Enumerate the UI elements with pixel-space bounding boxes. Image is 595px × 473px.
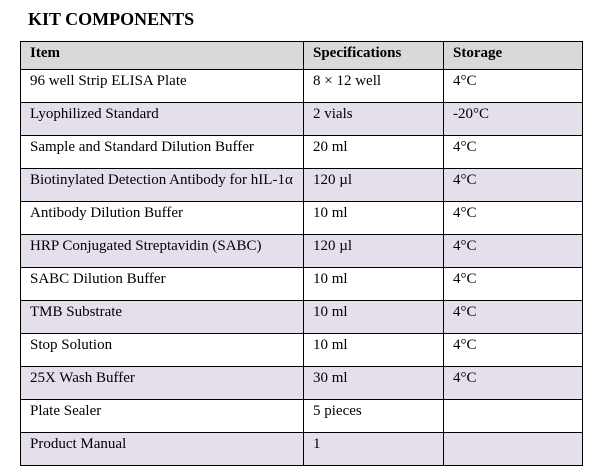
components-table: Item Specifications Storage 96 well Strip … (20, 41, 583, 466)
table-cell: Sample and Standard Dilution Buffer (20, 135, 304, 169)
table-row: 25X Wash Buffer 30 ml 4°C (20, 366, 583, 400)
table-row: Stop Solution 10 ml 4°C (20, 333, 583, 367)
table-cell: 120 µl (303, 168, 444, 202)
table-cell: 4°C (443, 69, 583, 103)
table-cell: 4°C (443, 234, 583, 268)
section-title: KIT COMPONENTS (28, 9, 195, 29)
table-cell: 10 ml (303, 267, 444, 301)
table-row: SABC Dilution Buffer 10 ml 4°C (20, 267, 583, 301)
table-cell: 4°C (443, 300, 583, 334)
table-cell: 2 vials (303, 102, 444, 136)
table-cell: 25X Wash Buffer (20, 366, 304, 400)
table-cell: HRP Conjugated Streptavidin (SABC) (20, 234, 304, 268)
table-cell: SABC Dilution Buffer (20, 267, 304, 301)
table-cell: 10 ml (303, 300, 444, 334)
table-row: Biotinylated Detection Antibody for hIL-… (20, 168, 583, 202)
table-cell: Lyophilized Standard (20, 102, 304, 136)
table-row: Plate Sealer 5 pieces (20, 399, 583, 433)
table-cell: Antibody Dilution Buffer (20, 201, 304, 235)
table-cell: 4°C (443, 267, 583, 301)
table-cell: 4°C (443, 135, 583, 169)
table-cell: Product Manual (20, 432, 304, 466)
header-cell: Storage (443, 41, 583, 70)
table-row: Product Manual 1 (20, 432, 583, 466)
table-cell: Plate Sealer (20, 399, 304, 433)
header-cell: Specifications (303, 41, 444, 70)
empty-cell (443, 432, 583, 466)
table-cell: Biotinylated Detection Antibody for hIL-… (20, 168, 304, 202)
table-cell: 8 × 12 well (303, 69, 444, 103)
header-cell: Item (20, 41, 304, 70)
table-cell: 20 ml (303, 135, 444, 169)
header-row: Item Specifications Storage (20, 41, 583, 70)
table-cell: 120 µl (303, 234, 444, 268)
table-cell: 1 (303, 432, 444, 466)
table-cell: 5 pieces (303, 399, 444, 433)
empty-cell (443, 399, 583, 433)
table-row: TMB Substrate 10 ml 4°C (20, 300, 583, 334)
table-cell: 30 ml (303, 366, 444, 400)
table-row: HRP Conjugated Streptavidin (SABC) 120 µl… (20, 234, 583, 268)
table-row: Antibody Dilution Buffer 10 ml 4°C (20, 201, 583, 235)
table-cell: Stop Solution (20, 333, 304, 367)
table-cell: 10 ml (303, 201, 444, 235)
table-cell: 96 well Strip ELISA Plate (20, 69, 304, 103)
table-cell: 4°C (443, 366, 583, 400)
table-cell: 4°C (443, 201, 583, 235)
table-cell: TMB Substrate (20, 300, 304, 334)
table-cell: -20°C (443, 102, 583, 136)
table-cell: 4°C (443, 168, 583, 202)
table-cell: 10 ml (303, 333, 444, 367)
table-row: Lyophilized Standard 2 vials -20°C (20, 102, 583, 136)
table-row: 96 well Strip ELISA Plate 8 × 12 well 4°C (20, 69, 583, 103)
table-row: Sample and Standard Dilution Buffer 20 ml… (20, 135, 583, 169)
table-cell: 4°C (443, 333, 583, 367)
